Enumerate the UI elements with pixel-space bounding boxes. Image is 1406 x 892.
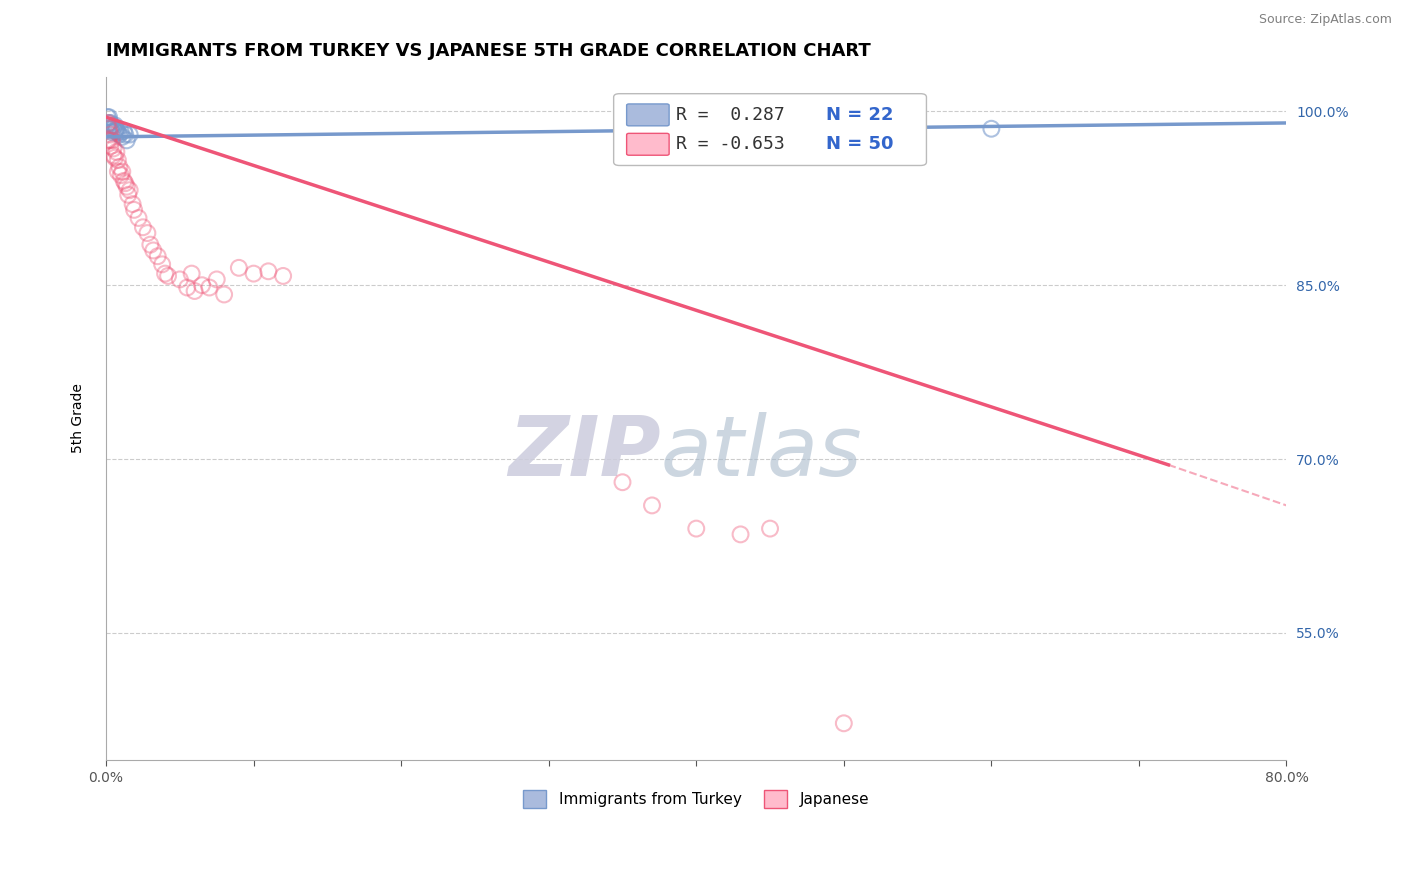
Point <box>198 280 221 294</box>
Point <box>98 116 121 130</box>
Point <box>150 257 173 271</box>
Point <box>96 133 118 147</box>
Point <box>111 129 134 144</box>
Point <box>108 128 131 142</box>
Point <box>832 716 855 731</box>
Point <box>183 284 205 298</box>
Point <box>157 268 180 283</box>
Text: N = 50: N = 50 <box>827 136 894 153</box>
Y-axis label: 5th Grade: 5th Grade <box>72 384 86 453</box>
Point <box>228 260 250 275</box>
Point <box>205 272 228 286</box>
Point <box>105 121 128 136</box>
Point <box>191 278 214 293</box>
Point <box>112 124 135 138</box>
Point <box>257 264 280 278</box>
Point <box>136 226 159 240</box>
Text: R =  0.287: R = 0.287 <box>676 106 785 124</box>
FancyBboxPatch shape <box>627 133 669 155</box>
Point <box>730 527 752 541</box>
Text: atlas: atlas <box>661 412 862 493</box>
Point <box>118 128 141 142</box>
Point <box>242 267 264 281</box>
Text: ZIP: ZIP <box>508 412 661 493</box>
Point <box>612 475 634 490</box>
Point <box>110 125 132 139</box>
Point <box>142 244 165 258</box>
Point <box>153 267 176 281</box>
Point <box>103 141 125 155</box>
Point <box>112 174 135 188</box>
Point <box>114 176 136 190</box>
Point <box>101 118 124 132</box>
Point <box>212 287 235 301</box>
Point <box>96 121 118 136</box>
Point <box>100 128 122 142</box>
Point <box>685 522 707 536</box>
Point <box>115 179 138 194</box>
Point <box>121 197 143 211</box>
FancyBboxPatch shape <box>627 104 669 126</box>
Point <box>107 164 129 178</box>
Text: R = -0.653: R = -0.653 <box>676 136 785 153</box>
Point <box>104 124 127 138</box>
Point <box>128 211 150 225</box>
Point <box>759 522 782 536</box>
Point <box>98 133 121 147</box>
Point <box>110 168 132 182</box>
Point <box>107 125 129 139</box>
Point <box>98 110 121 124</box>
Point <box>105 145 128 159</box>
Point <box>115 133 138 147</box>
Point <box>108 160 131 174</box>
FancyBboxPatch shape <box>613 94 927 166</box>
Point <box>105 124 128 138</box>
Point <box>180 267 202 281</box>
Point <box>101 125 124 139</box>
Legend: Immigrants from Turkey, Japanese: Immigrants from Turkey, Japanese <box>517 783 875 814</box>
Point <box>118 183 141 197</box>
Point <box>100 116 122 130</box>
Text: Source: ZipAtlas.com: Source: ZipAtlas.com <box>1258 13 1392 27</box>
Point <box>641 499 664 513</box>
Point <box>107 153 129 167</box>
Point <box>100 139 122 153</box>
Point <box>169 272 191 286</box>
Point <box>139 237 162 252</box>
Point <box>98 121 121 136</box>
Point <box>103 148 125 162</box>
Point <box>111 164 134 178</box>
Text: N = 22: N = 22 <box>827 106 894 124</box>
Point <box>271 268 294 283</box>
Point <box>104 118 127 132</box>
Point <box>176 280 198 294</box>
Point <box>122 202 145 217</box>
Point <box>96 110 118 124</box>
Point <box>117 187 139 202</box>
Point <box>980 121 1002 136</box>
Point <box>114 128 136 142</box>
Text: IMMIGRANTS FROM TURKEY VS JAPANESE 5TH GRADE CORRELATION CHART: IMMIGRANTS FROM TURKEY VS JAPANESE 5TH G… <box>105 42 870 60</box>
Point <box>100 121 122 136</box>
Point <box>146 249 169 263</box>
Point <box>101 133 124 147</box>
Point <box>96 116 118 130</box>
Point <box>132 220 155 235</box>
Point <box>104 151 127 165</box>
Point <box>103 121 125 136</box>
